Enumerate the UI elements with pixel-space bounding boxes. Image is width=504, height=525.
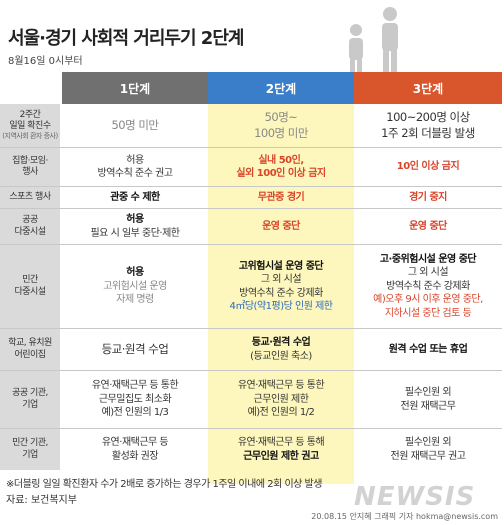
row-divider [0,328,502,329]
stage-2-header: 2단계 [208,72,354,104]
credit: 20.08.15 안지혜 그래픽 기자 hokma@newsis.com [311,512,498,521]
row-divider [0,370,502,371]
row-label-public-facilities: 공공 다중시설 [0,209,60,244]
cell-gathering-stage1: 허용 방역수칙 준수 권고 [97,154,173,180]
people-distance-icon [349,7,398,74]
cell-private-inst-stage3: 필수인원 외 전원 재택근무 권고 [390,437,466,462]
cell-sports-stage1: 관중 수 제한 [110,191,160,203]
cell-public-inst-stage3: 필수인원 외 전원 재택근무 [400,387,456,412]
row-label-private-facilities: 민간 다중시설 [0,245,60,328]
cell-private-inst-stage1: 유연·재택근무 등 활성화 권장 [101,437,169,462]
row-label-cases: 2주간 일일 확진수 (지역사회 환자 증사) [0,104,60,147]
row-divider [0,428,502,429]
row-label-private-institutions: 민간 기관, 기업 [0,429,60,470]
cell-sports-stage3: 경기 중지 [409,191,447,203]
cell-public-stage2: 운영 중단 [262,220,300,232]
row-label-sports: 스포츠 행사 [0,187,60,208]
cell-sports-stage2: 무관중 경기 [257,191,305,203]
newsis-logo: NEWSIS [354,482,476,512]
cell-public-stage1: 허용 필요 시 일부 중단·제한 [90,214,180,239]
cell-schools-stage1: 등교·원격 수업 [101,341,169,356]
cell-public-inst-stage2: 유연·재택근무 등 통한 근무인원 제한 예)전 인원의 1/2 [237,380,325,419]
row-divider [0,244,502,245]
row-label-schools: 학교, 유치원 어린이집 [0,329,60,370]
cell-schools-stage3: 원격 수업 또는 휴업 [388,343,468,355]
row-divider [0,208,502,209]
row-divider [0,186,502,187]
cell-private-inst-stage2: 유연·재택근무 등 통해 근무인원 제한 권고 [237,437,325,462]
row-label-gathering: 집합·모임· 행사 [0,148,60,186]
cell-private-stage2: 고위험시설 운영 중단 그 외 시설 방역수칙 준수 강제화 4㎡당(약1평)당 인원… [229,260,334,313]
cell-schools-stage2: 등교·원격 수업 (등교인원 축소) [250,337,312,362]
stage-3-header: 3단계 [354,72,502,104]
cell-public-stage3: 운영 중단 [409,220,447,232]
cell-gathering-stage2: 실내 50인, 실외 100인 이상 금지 [236,154,326,180]
cell-cases-stage1: 50명 미만 [111,117,159,132]
cell-private-stage1: 허용 고위험시설 운영 자제 명령 [103,267,167,306]
source: 자료: 보건복지부 [6,495,77,506]
cell-private-stage3: 고·중위험시설 운영 중단 그 외 시설 방역수칙 준수 강제화 예)오후 9시 이후… [373,253,483,319]
row-divider [0,147,502,148]
page-title: 서울·경기 사회적 거리두기 2단계 [8,28,244,49]
cell-cases-stage3: 100~200명 이상 1주 2회 더블링 발생 [381,109,475,140]
row-label-public-institutions: 공공 기관, 기업 [0,371,60,428]
stage-1-header: 1단계 [62,72,208,104]
cell-gathering-stage3: 10인 이상 금지 [396,161,460,173]
page-subtitle: 8월16일 0시부터 [8,56,83,67]
footnote: ※더블링 일일 확진환자 수가 2배로 증가하는 경우가 1주일 이내에 2회 … [6,479,322,490]
stage-2-highlight [208,104,354,484]
cell-cases-stage2: 50명~ 100명 미만 [254,109,308,140]
cell-public-inst-stage1: 유연·재택근무 등 통한 근무밀집도 최소화 예)전 인원의 1/3 [91,380,179,419]
